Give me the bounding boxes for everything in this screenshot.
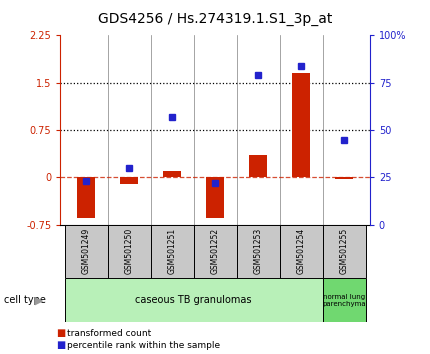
Bar [120, 177, 138, 184]
Bar [335, 177, 353, 179]
Bar [77, 177, 95, 218]
Bar [206, 177, 224, 218]
Text: GSM501255: GSM501255 [340, 227, 348, 274]
Text: normal lung
parenchyma: normal lung parenchyma [322, 293, 366, 307]
Text: GSM501249: GSM501249 [82, 227, 90, 274]
Text: transformed count: transformed count [67, 329, 151, 338]
Text: GSM501254: GSM501254 [297, 227, 305, 274]
Bar [322, 225, 366, 278]
Text: ▶: ▶ [35, 295, 44, 305]
Text: GSM501253: GSM501253 [254, 227, 262, 274]
Bar [322, 278, 366, 322]
Bar [194, 225, 236, 278]
Text: ■: ■ [56, 329, 65, 338]
Text: percentile rank within the sample: percentile rank within the sample [67, 341, 220, 350]
Bar [108, 225, 150, 278]
Text: GSM501251: GSM501251 [168, 227, 176, 274]
Bar [249, 155, 267, 177]
Bar [292, 73, 310, 177]
Text: ■: ■ [56, 340, 65, 350]
Bar [64, 278, 322, 322]
Bar [64, 225, 108, 278]
Bar [237, 225, 280, 278]
Text: GDS4256 / Hs.274319.1.S1_3p_at: GDS4256 / Hs.274319.1.S1_3p_at [98, 12, 332, 27]
Bar [150, 225, 194, 278]
Text: cell type: cell type [4, 295, 46, 305]
Text: GSM501250: GSM501250 [125, 227, 133, 274]
Text: caseous TB granulomas: caseous TB granulomas [135, 295, 252, 305]
Bar [163, 171, 181, 177]
Text: GSM501252: GSM501252 [211, 227, 219, 274]
Bar [280, 225, 322, 278]
